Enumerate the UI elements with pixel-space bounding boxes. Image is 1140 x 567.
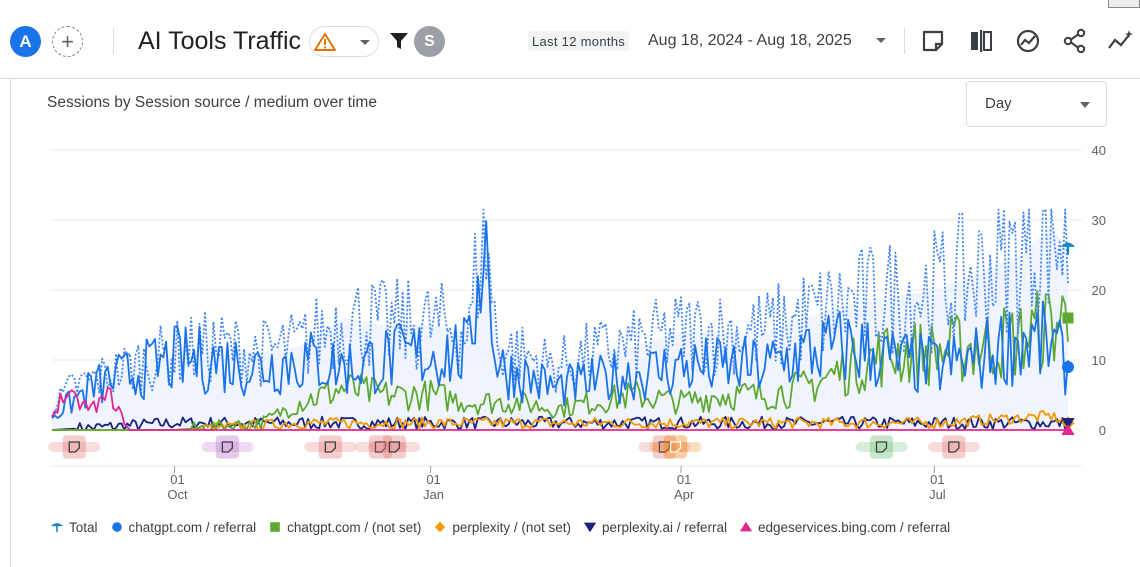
add-comparison-button[interactable]: + — [52, 26, 83, 57]
note-icon — [324, 441, 337, 453]
chart-legend: Total chatgpt.com / referral chatgpt.com /… — [50, 517, 962, 537]
triangle-up-marker-icon — [739, 521, 753, 532]
anomaly-icon[interactable] — [1106, 26, 1136, 56]
chart-card — [10, 78, 1140, 567]
series-end-marker — [1061, 418, 1075, 430]
legend-item[interactable]: Total — [50, 520, 98, 535]
x-tick-day: 01 — [426, 472, 440, 487]
legend-label: perplexity / (not set) — [452, 519, 571, 535]
annotation-chip — [318, 435, 342, 459]
pin-marker-icon — [50, 523, 64, 533]
x-tick-day: 01 — [677, 472, 691, 487]
share-icon[interactable] — [1060, 26, 1090, 56]
x-tick-day: 01 — [930, 472, 944, 487]
legend-item[interactable]: perplexity.ai / referral — [583, 520, 727, 535]
y-tick-label: 20 — [1092, 283, 1106, 298]
note-icon — [669, 441, 682, 453]
annotation-track — [368, 442, 421, 452]
legend-label: edgeservices.bing.com / referral — [758, 519, 951, 535]
date-range-picker[interactable]: Aug 18, 2024 - Aug 18, 2025 — [648, 32, 852, 49]
total-area — [52, 213, 1068, 430]
note-icon — [658, 441, 671, 453]
annotation-chip — [942, 435, 966, 459]
series-line — [51, 208, 1069, 418]
x-tick-month: Jul — [929, 487, 946, 502]
series-end-marker — [1060, 242, 1076, 255]
annotation-chip — [62, 435, 86, 459]
circle-marker-icon — [111, 522, 122, 532]
toolbar-divider — [904, 28, 905, 54]
triangle-down-marker-icon — [583, 522, 597, 533]
toolbar-divider — [113, 28, 114, 54]
filter-icon[interactable] — [388, 29, 410, 53]
y-tick-label: 0 — [1099, 423, 1106, 438]
annotation-track — [201, 442, 254, 452]
series-line — [52, 290, 1069, 431]
x-tick-month: Apr — [674, 487, 695, 502]
legend-item[interactable]: chatgpt.com / referral — [110, 519, 257, 535]
report-title: AI Tools Traffic — [138, 26, 302, 55]
annotation-chip — [215, 435, 239, 459]
warning-dropdown[interactable] — [309, 26, 379, 57]
annotation-chip — [382, 435, 406, 459]
series-line — [51, 415, 1069, 431]
x-tick-day: 01 — [170, 472, 184, 487]
note-icon — [68, 441, 80, 453]
square-marker-icon — [270, 522, 280, 532]
annotation-track — [48, 442, 101, 452]
note-icon — [388, 441, 401, 453]
legend-label: chatgpt.com / referral — [128, 519, 257, 535]
note-icon[interactable] — [918, 26, 948, 56]
date-range-preset[interactable]: Last 12 months — [528, 31, 630, 51]
annotation-track — [855, 442, 908, 452]
x-tick-month: Jan — [423, 487, 444, 502]
annotation-track — [649, 442, 702, 452]
y-tick-label: 40 — [1092, 143, 1106, 158]
y-tick-label: 10 — [1092, 353, 1106, 368]
note-icon — [875, 441, 888, 453]
legend-item[interactable]: perplexity / (not set) — [433, 520, 571, 535]
granularity-select[interactable]: Day — [966, 81, 1107, 127]
series-end-marker — [1061, 360, 1075, 374]
insights-icon[interactable] — [1013, 26, 1043, 56]
series-end-marker — [1061, 423, 1075, 435]
filter-avatar-s[interactable]: S — [414, 26, 445, 57]
annotation-track — [638, 442, 691, 452]
card-title: Sessions by Session source / medium over… — [47, 94, 377, 111]
annotation-chip — [663, 435, 688, 459]
diamond-marker-icon — [435, 521, 446, 533]
warning-icon — [314, 32, 370, 51]
chevron-down-icon — [1080, 102, 1090, 108]
legend-item[interactable]: chatgpt.com / (not set) — [268, 520, 421, 535]
series-line — [51, 220, 1069, 419]
legend-label: chatgpt.com / (not set) — [287, 519, 422, 535]
note-icon — [221, 441, 234, 453]
legend-label: Total — [69, 519, 98, 535]
annotation-track — [354, 442, 407, 452]
series-line — [51, 387, 1068, 431]
annotation-track — [304, 442, 357, 452]
x-tick-month: Oct — [167, 487, 188, 502]
note-icon — [948, 441, 960, 453]
note-icon — [374, 441, 387, 453]
annotation-chip — [869, 435, 894, 459]
chevron-down-icon[interactable] — [873, 33, 889, 49]
top-toolbar: A + AI Tools Traffic S Last 12 months Au… — [0, 0, 1140, 79]
annotation-track — [927, 442, 980, 452]
legend-item[interactable]: edgeservices.bing.com / referral — [739, 520, 950, 535]
legend-label: perplexity.ai / referral — [601, 519, 727, 535]
series-end-marker — [1062, 312, 1074, 324]
y-tick-label: 30 — [1092, 213, 1106, 228]
granularity-value: Day — [985, 95, 1012, 112]
compare-icon[interactable] — [966, 26, 996, 56]
comparison-avatar-a[interactable]: A — [10, 26, 41, 57]
